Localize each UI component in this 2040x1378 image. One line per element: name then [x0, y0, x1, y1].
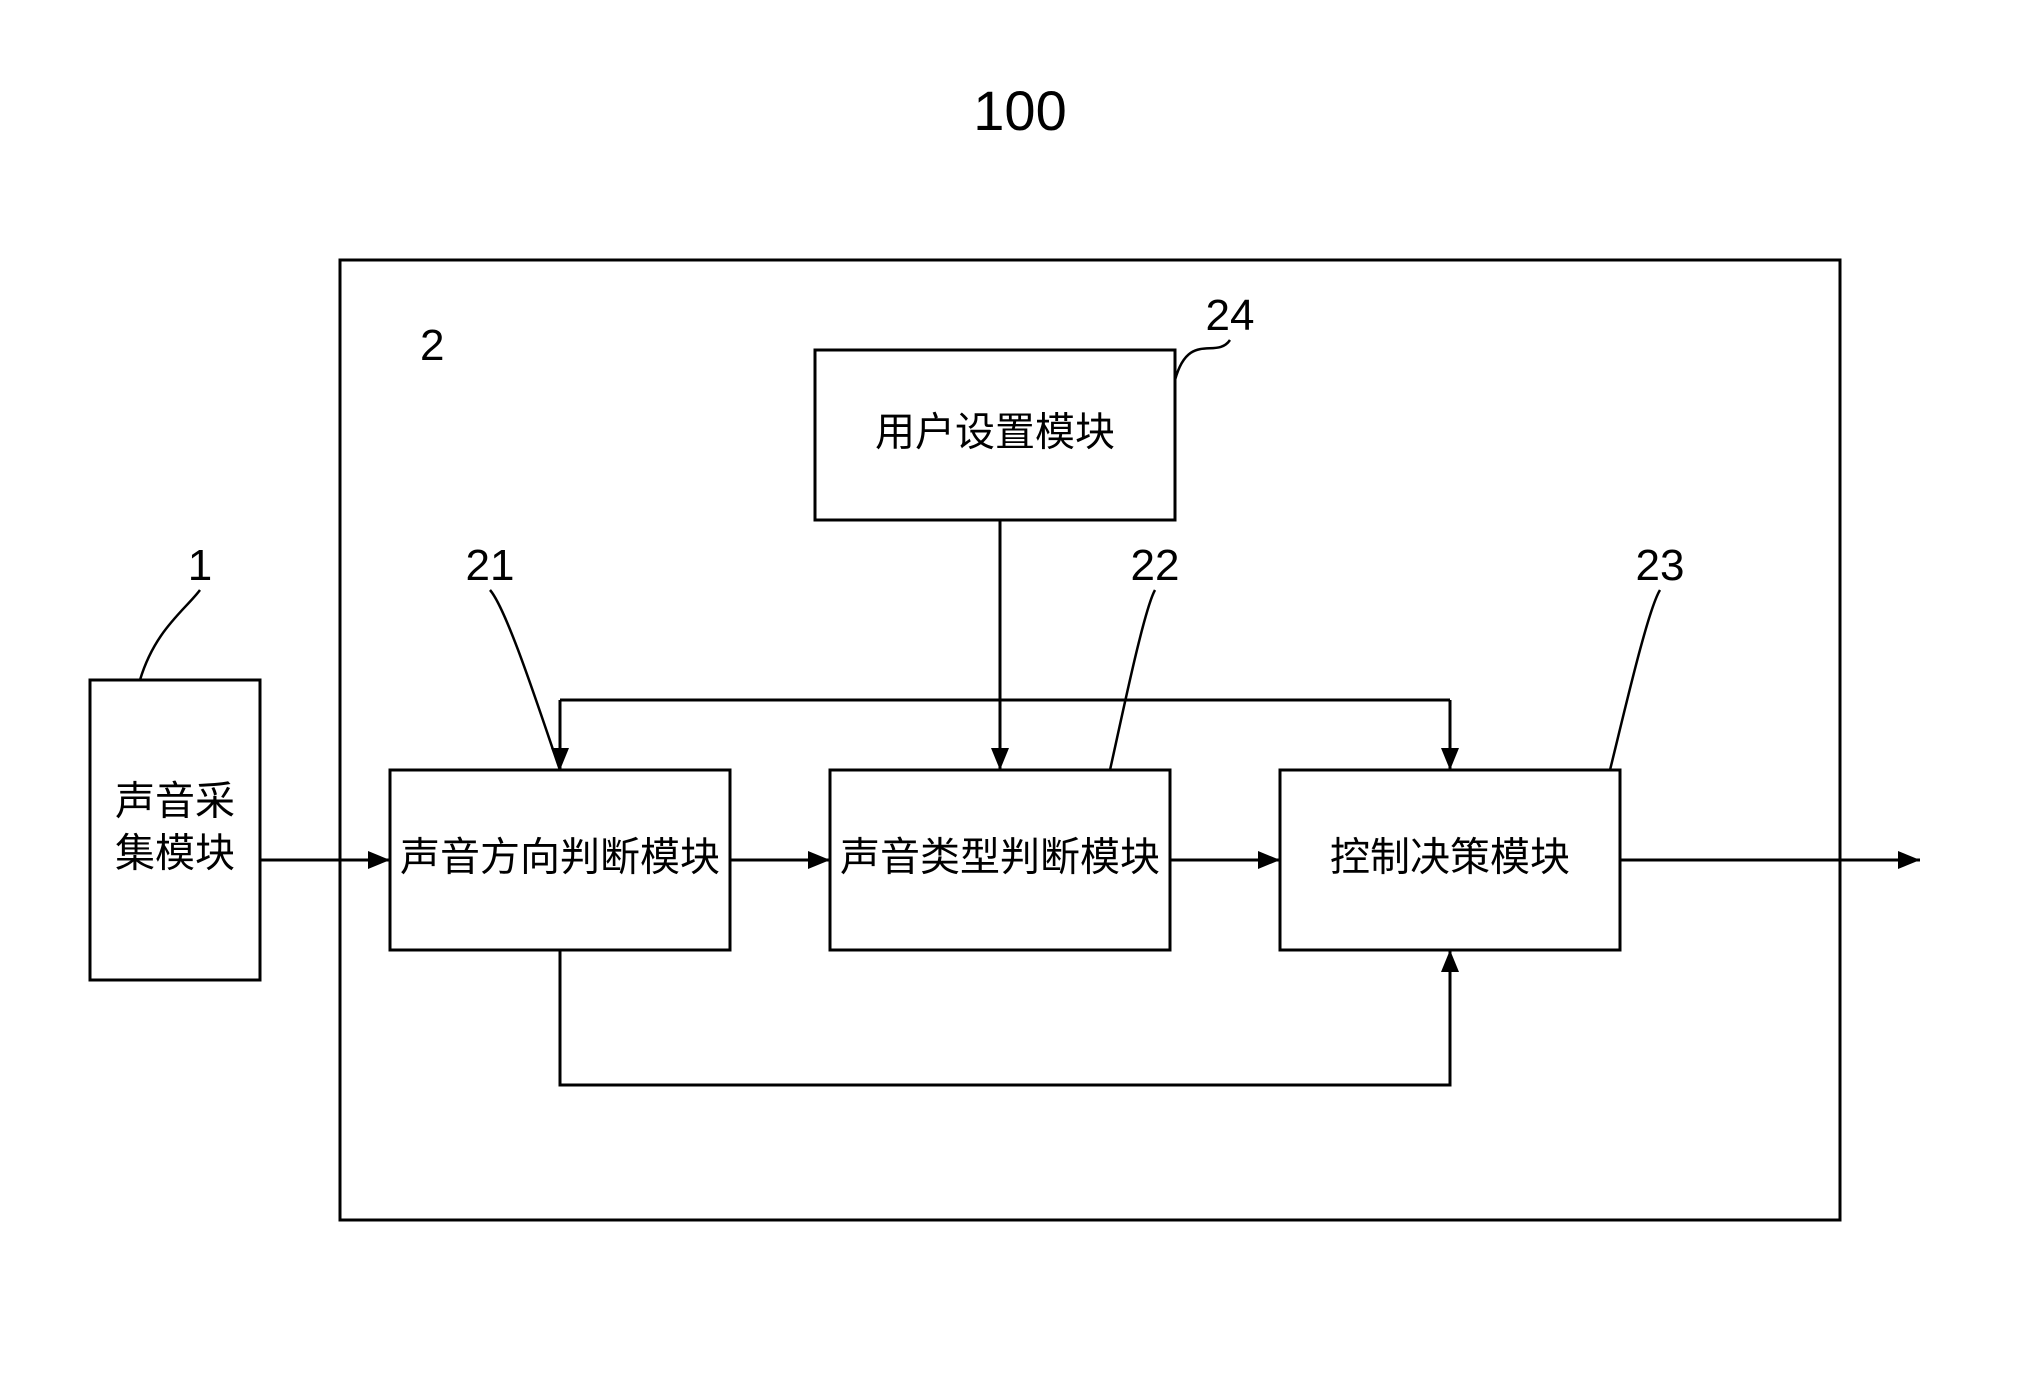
ref-leader-b1: [140, 590, 200, 680]
module-label-b22: 声音类型判断模块: [840, 836, 1160, 880]
ref-label-b23: 23: [1636, 541, 1685, 590]
ref-label-b22: 22: [1131, 541, 1180, 590]
module-label-b21: 声音方向判断模块: [400, 836, 720, 880]
ref-label-b24: 24: [1206, 291, 1255, 340]
module-label-b23: 控制决策模块: [1330, 836, 1570, 880]
ref-label-2: 2: [420, 321, 444, 370]
figure-number: 100: [973, 79, 1066, 142]
module-label-b24: 用户设置模块: [875, 411, 1115, 455]
module-box-b1: [90, 680, 260, 980]
ref-label-b21: 21: [466, 541, 515, 590]
module-label-b1: 集模块: [115, 832, 235, 876]
ref-label-b1: 1: [188, 541, 212, 590]
module-label-b1: 声音采: [115, 780, 235, 824]
